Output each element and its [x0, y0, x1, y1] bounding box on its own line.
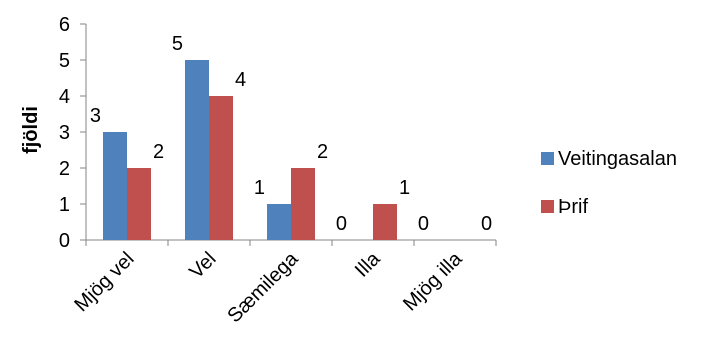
legend-swatch: [541, 152, 554, 165]
data-label: 4: [235, 69, 246, 91]
y-tick-label: 1: [59, 194, 70, 216]
bar: [103, 132, 127, 240]
x-tick-label: Illa: [351, 247, 385, 281]
data-label: 2: [317, 141, 328, 163]
data-label: 2: [153, 141, 164, 163]
y-tick-label: 5: [59, 50, 70, 72]
y-tick-label: 6: [59, 14, 70, 36]
y-tick-label: 0: [59, 230, 70, 252]
bars: [103, 60, 397, 240]
y-axis: 0 1 2 3 4 5 6: [59, 14, 87, 252]
x-tick-label: Mjög vel: [70, 248, 138, 316]
data-label: 0: [336, 213, 347, 235]
bar: [209, 96, 233, 240]
bar: [185, 60, 209, 240]
y-tick-label: 2: [59, 158, 70, 180]
x-tick-label: Mjög illa: [399, 247, 467, 315]
legend-swatch: [541, 200, 554, 213]
data-label: 1: [254, 177, 265, 199]
data-label: 3: [90, 105, 101, 127]
y-axis-title: fjöldi: [20, 106, 42, 154]
x-axis: Mjög vel Vel Sæmilega Illa Mjög illa: [70, 239, 497, 327]
x-tick-label: Vel: [185, 248, 220, 283]
data-label: 0: [481, 213, 492, 235]
legend-label: Þrif: [558, 196, 588, 218]
y-tick-label: 3: [59, 122, 70, 144]
bar: [373, 204, 397, 240]
legend: Veitingasalan Þrif: [541, 148, 677, 218]
legend-label: Veitingasalan: [558, 148, 677, 170]
x-tick-label: Sæmilega: [223, 247, 303, 327]
bar: [127, 168, 151, 240]
bar: [291, 168, 315, 240]
data-label: 5: [172, 33, 183, 55]
data-label: 1: [399, 177, 410, 199]
y-tick-label: 4: [59, 86, 70, 108]
bar: [267, 204, 291, 240]
data-label: 0: [418, 213, 429, 235]
